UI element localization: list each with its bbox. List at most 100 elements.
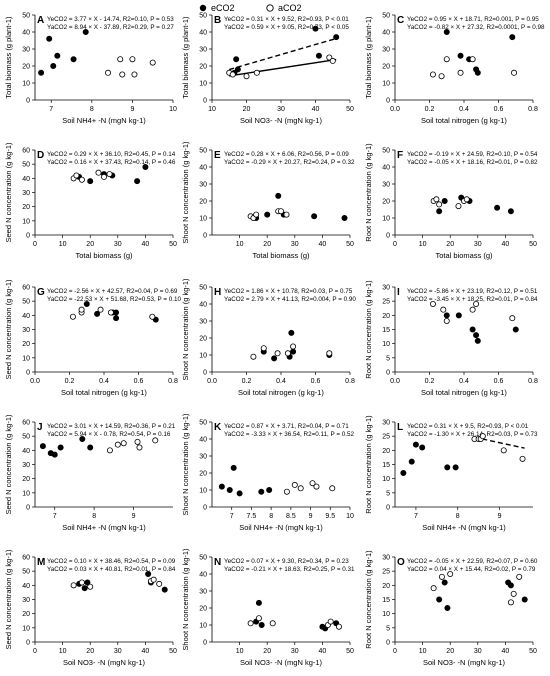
point-eco2 <box>275 192 282 199</box>
point-aco2 <box>335 623 342 630</box>
point-aco2 <box>329 485 336 492</box>
y-tick-label: 20 <box>22 611 30 618</box>
equation-eco2: YeCO2 = 0.29 × X + 36.10, R2=0.45, P = 0… <box>47 151 176 158</box>
point-aco2 <box>479 433 486 440</box>
y-tick-label: 50 <box>199 555 207 562</box>
panel-letter: E <box>214 150 221 161</box>
equation-eco2: YeCO2 = 3.01 × X + 14.59, R2=0.36, P = 0… <box>47 423 176 430</box>
point-eco2 <box>441 579 448 586</box>
point-aco2 <box>284 350 291 357</box>
equation-eco2: YeCO2 = 3.77 × X - 14.74, R2=0.10, P = 0… <box>47 16 174 23</box>
point-eco2 <box>311 213 318 220</box>
x-axis-label: Total biomass (g) <box>252 251 310 260</box>
x-tick-label: 0 <box>33 648 37 655</box>
x-tick-label: 8 <box>269 513 273 520</box>
x-tick-label: 20 <box>446 648 454 655</box>
y-tick-label: 25 <box>382 569 390 576</box>
point-aco2 <box>150 576 157 583</box>
y-axis-label: Shoot N concentration (g kg-1) <box>181 278 190 381</box>
panel-K: 0 10 20 30 40 50 7 7.5 8 8.5 9 9.5 10 Soil NH4+ -N (m… <box>181 413 355 532</box>
point-aco2 <box>500 447 507 454</box>
point-aco2 <box>519 455 526 462</box>
point-aco2 <box>443 56 450 63</box>
y-tick-label: 50 <box>22 162 30 169</box>
point-aco2 <box>455 203 462 210</box>
equation-aco2: YaCO2 = 2.79 × X + 41.13, R2=0.004, P = … <box>224 296 356 303</box>
y-tick-label: 5 <box>386 355 390 362</box>
point-eco2 <box>512 326 519 333</box>
point-aco2 <box>283 211 290 218</box>
point-aco2 <box>106 171 113 178</box>
legend-aco2-label: aCO2 <box>278 3 302 13</box>
point-eco2 <box>474 69 481 76</box>
point-eco2 <box>218 483 225 490</box>
x-tick-label: 20 <box>446 241 454 248</box>
x-tick-label: 0.4 <box>276 378 286 385</box>
point-aco2 <box>429 71 436 78</box>
point-aco2 <box>436 201 443 208</box>
point-aco2 <box>107 309 114 316</box>
y-tick-label: 15 <box>382 462 390 469</box>
y-tick-label: 30 <box>199 319 207 326</box>
point-eco2 <box>474 337 481 344</box>
y-tick-label: 30 <box>22 47 30 54</box>
point-aco2 <box>136 444 143 451</box>
point-eco2 <box>288 329 295 336</box>
x-tick-label: 9 <box>309 513 313 520</box>
panel-J: 0 10 20 30 40 50 60 7 8 9 Soil NH4+ -N (mgN kg-1) S… <box>4 414 176 532</box>
y-tick-label: 0 <box>386 233 390 240</box>
equation-aco2: YaCO2 = -0.21 × X + 18.63, R2=0.25, P = … <box>224 566 355 573</box>
point-eco2 <box>94 310 101 317</box>
x-axis-label: Soil total nitrogen (g kg-1) <box>421 116 507 125</box>
y-tick-label: 0 <box>386 505 390 512</box>
point-eco2 <box>161 586 168 593</box>
x-tick-label: 10 <box>419 648 427 655</box>
x-tick-label: 0.6 <box>134 378 144 385</box>
point-aco2 <box>447 571 454 578</box>
point-aco2 <box>247 620 254 627</box>
point-eco2 <box>419 444 426 451</box>
point-eco2 <box>408 458 415 465</box>
point-aco2 <box>101 173 108 180</box>
point-eco2 <box>38 69 45 76</box>
y-tick-label: 50 <box>199 13 207 20</box>
point-aco2 <box>443 317 450 324</box>
y-tick-label: 20 <box>199 64 207 71</box>
y-tick-label: 10 <box>199 623 207 630</box>
y-tick-label: 20 <box>382 583 390 590</box>
y-tick-label: 30 <box>382 285 390 292</box>
y-tick-label: 20 <box>199 471 207 478</box>
equation-eco2: YeCO2 = 0.95 × X + 18.71, R2=0.001, P = … <box>407 16 539 23</box>
point-aco2 <box>78 306 85 313</box>
x-tick-label: 7 <box>53 513 57 520</box>
point-eco2 <box>233 56 240 63</box>
point-eco2 <box>113 309 120 316</box>
point-aco2 <box>152 437 159 444</box>
point-aco2 <box>229 71 236 78</box>
x-tick-label: 10 <box>59 241 67 248</box>
point-aco2 <box>78 176 85 183</box>
y-tick-label: 60 <box>22 148 30 155</box>
x-tick-label: 20 <box>263 648 271 655</box>
point-eco2 <box>79 435 86 442</box>
y-tick-label: 0 <box>386 370 390 377</box>
y-tick-label: 40 <box>199 165 207 172</box>
point-aco2 <box>131 71 138 78</box>
y-tick-label: 40 <box>199 30 207 37</box>
x-axis-label: Soil NH4+ -N (mgN kg-1) <box>239 523 323 532</box>
point-aco2 <box>509 315 516 322</box>
x-axis-label: Soil NO3- -N (mgN kg-1) <box>240 658 323 667</box>
point-eco2 <box>234 66 241 73</box>
y-tick-label: 10 <box>382 611 390 618</box>
point-aco2 <box>507 599 514 606</box>
equation-aco2: YaCO2 = -3.33 × X + 36.54, R2=0.11, P = … <box>224 431 355 438</box>
x-tick-label: 0.2 <box>425 378 435 385</box>
equation-eco2: YeCO2 = 1.86 × X + 10.78, R2=0.03, P = 0… <box>224 288 353 295</box>
x-axis-label: Soil NH4+ -N (mgN kg-1) <box>62 523 146 532</box>
x-tick-label: 10 <box>236 648 244 655</box>
y-tick-label: 0 <box>386 98 390 105</box>
y-axis-label: Seed N concentration (g kg-1) <box>4 549 13 650</box>
